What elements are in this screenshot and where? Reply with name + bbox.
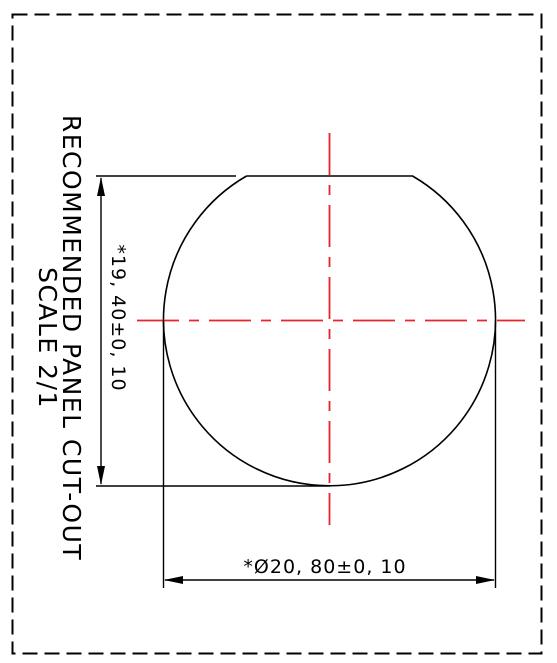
cutout-outline (162, 175, 497, 487)
height-dimension-label: *19, 40±0, 10 (107, 244, 129, 391)
width-dimension-label: *Ø20, 80±0, 10 (243, 556, 406, 578)
title-line-1: RECOMMENDED PANEL CUT-OUT (57, 115, 86, 561)
title-line-2: SCALE 2/1 (33, 267, 62, 409)
height-arrow-top (97, 177, 105, 196)
width-arrow-left (164, 576, 183, 584)
width-arrow-right (476, 576, 495, 584)
dashed-frame (11, 13, 543, 655)
height-arrow-bottom (97, 466, 105, 485)
